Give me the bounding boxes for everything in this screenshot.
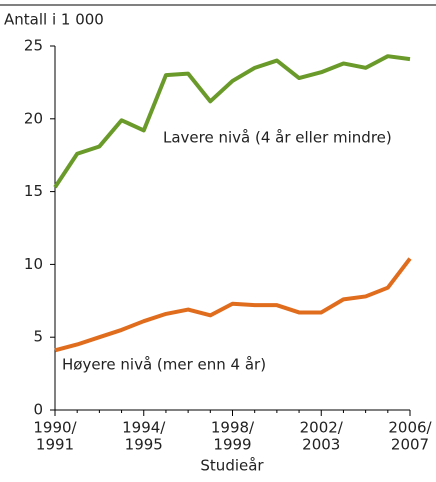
x-tick-label: 1994/: [122, 419, 166, 437]
series-line: [53, 54, 411, 189]
y-tick-label: 0: [33, 401, 43, 419]
y-tick-label: 15: [24, 182, 43, 200]
series-line: [54, 257, 412, 353]
y-tick-label: 25: [24, 37, 43, 55]
x-tick-label: 1999: [213, 436, 251, 454]
y-tick-label: 10: [24, 255, 43, 273]
y-tick-label: 20: [24, 109, 43, 127]
y-axis-label: Antall i 1 000: [4, 11, 104, 29]
series-label: Høyere nivå (mer enn 4 år): [62, 356, 266, 374]
x-axis-label: Studieår: [200, 457, 264, 475]
x-tick-label: 2007: [391, 436, 429, 454]
x-tick-label: 1998/: [211, 419, 255, 437]
x-tick-label: 2002/: [300, 419, 344, 437]
x-tick-label: 2006/: [388, 419, 432, 437]
x-tick-label: 1990/: [33, 419, 77, 437]
series-label: Lavere nivå (4 år eller mindre): [163, 129, 392, 147]
x-tick-label: 2003: [302, 436, 340, 454]
x-tick-label: 1995: [125, 436, 163, 454]
x-tick-label: 1991: [36, 436, 74, 454]
y-tick-label: 5: [33, 328, 43, 346]
